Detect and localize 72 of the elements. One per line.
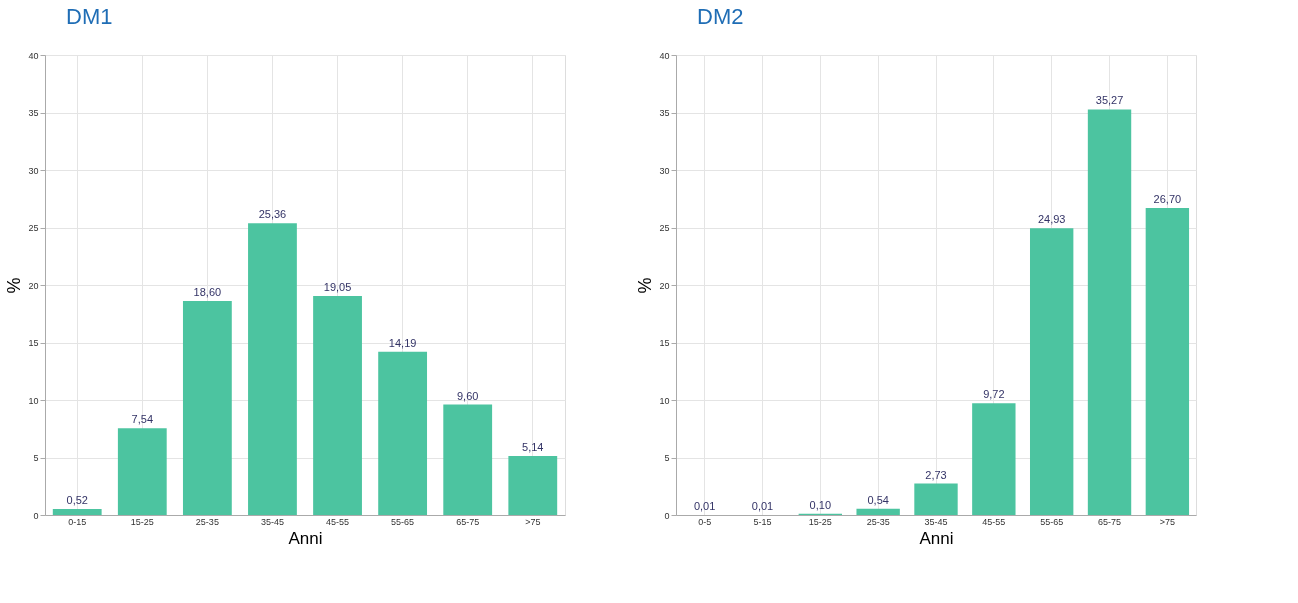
x-tick-label: 0-5 [698,516,712,527]
bar [182,301,232,515]
y-axis-title: % [4,277,25,294]
bar [1087,109,1132,515]
x-tick-label: 65-75 [456,516,480,527]
y-tick-label: 0 [33,510,39,521]
x-tick-label: 25-35 [195,516,219,527]
y-tick-label: 20 [659,280,670,291]
y-axis-title: % [635,277,656,294]
bar [52,509,102,515]
data-label: 24,93 [1037,213,1066,226]
x-tick-label: 65-75 [1098,516,1122,527]
x-tick-label: 45-55 [982,516,1006,527]
y-tick-label: 30 [659,165,670,176]
y-tick-label: 30 [28,165,39,176]
y-tick-label: 25 [28,223,39,233]
bar [248,223,297,515]
x-tick-label: 25-35 [866,516,890,527]
data-label: 0,54 [867,493,889,506]
bar [313,295,362,515]
y-tick-label: 10 [659,395,670,406]
x-tick-label: 35-45 [260,516,284,527]
bar [1145,207,1190,515]
y-tick-label: 0 [664,510,670,521]
data-label: 19,05 [323,280,352,293]
x-tick-label: 35-45 [924,516,948,527]
y-tick-label: 20 [28,280,39,291]
x-tick-label: 55-65 [1040,516,1064,527]
data-label: 25,36 [258,208,287,221]
chart-title: DM2 [696,4,744,29]
data-label: 0,01 [693,499,716,512]
y-tick-label: 10 [28,395,39,406]
data-label: 0,52 [66,494,88,507]
data-label: 14,19 [388,336,417,349]
bar [117,428,167,515]
y-tick-label: 40 [28,50,39,61]
x-tick-label: 55-65 [391,516,415,527]
x-tick-label: >75 [525,516,541,527]
bar [1029,228,1074,515]
data-label: 0,01 [751,499,774,512]
y-tick-label: 35 [28,108,39,118]
bar [443,404,493,515]
bar [378,351,428,515]
data-label: 9,72 [983,388,1005,401]
x-axis-title: Anni [919,528,954,548]
data-label: 5,14 [522,440,544,453]
x-tick-label: >75 [1159,516,1176,527]
data-label: 2,73 [925,468,947,481]
x-tick-label: 45-55 [326,516,350,527]
bar [972,403,1016,515]
data-label: 26,70 [1153,192,1182,205]
data-label: 18,60 [193,286,222,299]
x-tick-label: 15-25 [808,516,832,527]
x-axis-title: Anni [288,528,323,548]
y-tick-label: 35 [659,108,670,118]
data-label: 9,60 [456,389,479,402]
x-tick-label: 0-15 [68,516,87,527]
data-label: 35,27 [1095,94,1124,107]
y-tick-label: 25 [659,223,670,233]
y-tick-label: 5 [33,453,39,463]
x-tick-label: 5-15 [753,516,772,527]
bar [856,508,900,515]
chart-title: DM1 [65,4,113,29]
y-tick-label: 5 [664,453,670,463]
x-tick-label: 15-25 [130,516,154,527]
bar [508,455,558,515]
data-label: 0,10 [809,498,832,511]
y-tick-label: 15 [659,338,670,348]
y-tick-label: 15 [28,338,39,348]
bar [914,483,958,515]
y-tick-label: 40 [659,50,670,61]
data-label: 7,54 [131,413,154,426]
